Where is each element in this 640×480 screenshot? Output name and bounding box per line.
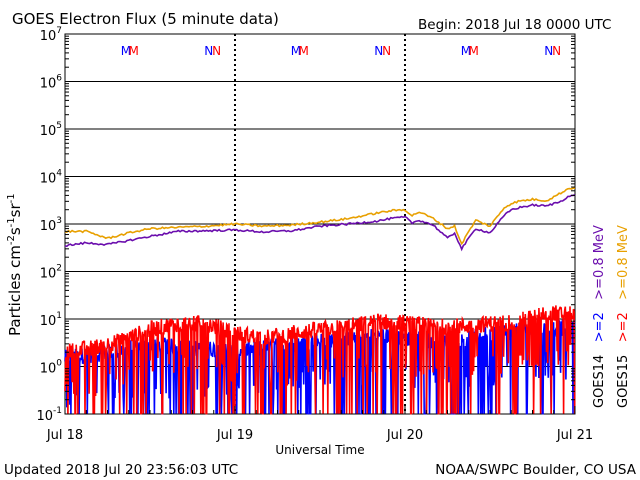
legend-label: >=0.8 MeV [592,225,607,312]
top-marker: N [382,44,391,58]
y-tick-exp: 5 [56,121,62,131]
y-tick-label: 106 [40,74,63,92]
y-tick-base: 10 [40,172,57,187]
x-tick-label: Jul 21 [556,428,593,443]
series-layer [64,187,576,415]
top-marker: N [544,44,553,58]
top-marker: N [212,44,221,58]
top-marker: M [469,44,479,58]
updated-label: Updated 2018 Jul 20 23:56:03 UTC [4,462,238,478]
y-tick-exp: -1 [53,406,62,416]
y-axis-label-part: Particles cm [6,245,24,336]
y-axis-label-part: sr [6,203,24,218]
y-tick-label: 102 [40,264,62,282]
y-tick-label: 104 [40,169,63,187]
top-marker: N [204,44,213,58]
y-tick-label: 100 [40,359,63,377]
top-marker: M [129,44,139,58]
credit-label: NOAA/SWPC Boulder, CO USA [435,462,637,478]
y-tick-base: 10 [40,219,57,234]
top-marker: M [299,44,309,58]
y-axis-label-exp: -1 [6,217,17,227]
x-axis-ticks: Jul 18 Jul 19 Jul 20 Jul 21 [46,406,593,443]
y-axis-label-exp: -1 [6,193,17,203]
y-tick-exp: 6 [56,74,62,84]
top-marker: N [552,44,561,58]
series-line [64,305,576,415]
legend-label: >=0.8 MeV [616,225,631,312]
y-tick-label: 107 [40,26,62,44]
y-tick-label: 10-1 [36,406,62,424]
y-tick-base: 10 [40,124,57,139]
y-tick-base: 10 [40,77,57,92]
x-tick-label: Jul 20 [386,428,423,443]
y-tick-base: 10 [40,29,57,44]
y-tick-base: 10 [36,409,53,424]
y-tick-base: 10 [40,362,57,377]
x-tick-label: Jul 19 [216,428,253,443]
series-line [64,187,576,246]
x-tick-label: Jul 18 [46,428,83,443]
top-markers: MM NN MM NN MM NN [121,44,561,58]
top-marker: N [374,44,383,58]
y-tick-exp: 2 [56,264,62,274]
y-axis-label-part: s [6,227,24,235]
y-tick-label: 101 [40,311,62,329]
legend-label: GOES15 [616,355,631,408]
y-axis-label-exp: -2 [6,235,17,245]
y-tick-label: 103 [40,216,62,234]
y-tick-exp: 3 [56,216,62,226]
legend-label: >=2 [592,312,607,354]
series-line [64,193,576,252]
y-tick-exp: 0 [56,359,62,369]
y-tick-exp: 1 [56,311,62,321]
y-axis-label: Particles cm-2s-1sr-1 [6,193,24,336]
legend-label: GOES14 [592,355,607,408]
plot-area [64,33,576,415]
legend-entry: GOES14 >=2 >=0.8 MeV [592,225,607,408]
chart-title: GOES Electron Flux (5 minute data) [12,10,279,28]
top-marker: M [121,44,131,58]
top-marker: M [291,44,301,58]
y-tick-exp: 4 [56,169,62,179]
y-tick-exp: 7 [56,26,62,36]
legend-label: >=2 [616,312,631,354]
y-tick-base: 10 [40,314,57,329]
begin-label: Begin: 2018 Jul 18 0000 UTC [418,17,611,33]
top-marker: M [461,44,471,58]
x-axis-label: Universal Time [275,443,364,457]
y-tick-label: 105 [40,121,62,139]
y-tick-base: 10 [40,267,57,282]
legend-entry: GOES15 >=2 >=0.8 MeV [616,225,631,408]
